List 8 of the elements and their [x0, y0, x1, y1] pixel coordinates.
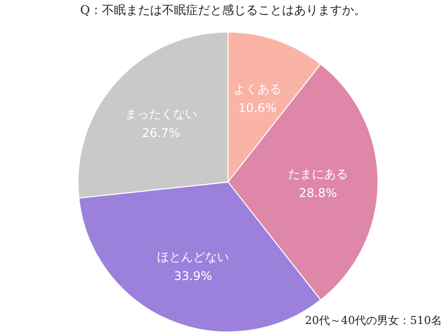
chart-title: Q：不眠または不眠症だと感じることはありますか。 — [79, 2, 367, 19]
data-label: 28.8% — [298, 186, 338, 200]
slice-label: たまにある — [288, 167, 348, 181]
slice-label: ほとんどない — [157, 250, 230, 264]
slice-label: よくある — [233, 82, 282, 96]
data-label: 10.6% — [238, 100, 276, 115]
data-label: 33.9% — [174, 268, 212, 283]
text: 20代～40代の男女：510名 — [305, 313, 442, 328]
